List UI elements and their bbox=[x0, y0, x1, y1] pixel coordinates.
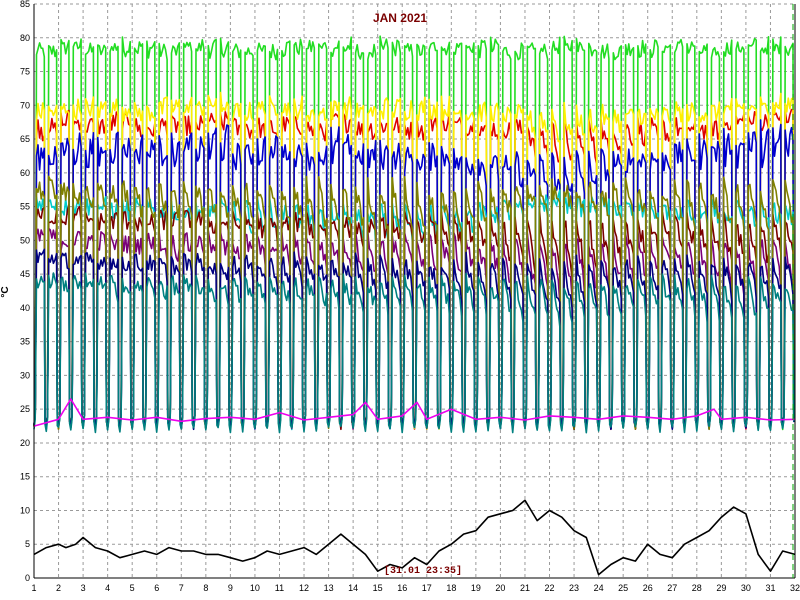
x-tick-label: 26 bbox=[643, 583, 653, 593]
y-tick-label: 5 bbox=[25, 539, 30, 549]
series-line-9 bbox=[33, 272, 795, 434]
y-axis-unit: °C bbox=[0, 286, 11, 297]
y-tick-label: 20 bbox=[20, 438, 30, 448]
x-tick-label: 3 bbox=[81, 583, 86, 593]
x-tick-label: 31 bbox=[765, 583, 775, 593]
y-tick-label: 85 bbox=[20, 0, 30, 9]
x-tick-label: 27 bbox=[667, 583, 677, 593]
y-tick-label: 35 bbox=[20, 337, 30, 347]
x-tick-label: 13 bbox=[324, 583, 334, 593]
x-tick-label: 12 bbox=[299, 583, 309, 593]
y-tick-label: 75 bbox=[20, 67, 30, 77]
x-tick-label: 24 bbox=[594, 583, 604, 593]
cursor-readout: [31.01 23:35] bbox=[384, 565, 462, 577]
x-tick-label: 8 bbox=[203, 583, 208, 593]
x-tick-label: 2 bbox=[56, 583, 61, 593]
x-tick-label: 6 bbox=[154, 583, 159, 593]
x-tick-label: 14 bbox=[348, 583, 358, 593]
x-tick-label: 4 bbox=[105, 583, 110, 593]
chart-series bbox=[33, 35, 796, 576]
x-tick-label: 32 bbox=[790, 583, 800, 593]
y-tick-label: 0 bbox=[25, 573, 30, 583]
x-tick-label: 10 bbox=[250, 583, 260, 593]
y-tick-label: 70 bbox=[20, 100, 30, 110]
y-tick-label: 25 bbox=[20, 404, 30, 414]
y-tick-label: 30 bbox=[20, 370, 30, 380]
y-tick-label: 10 bbox=[20, 505, 30, 515]
y-tick-label: 65 bbox=[20, 134, 30, 144]
x-tick-label: 18 bbox=[446, 583, 456, 593]
chart-title: JAN 2021 bbox=[373, 11, 427, 25]
x-tick-label: 29 bbox=[716, 583, 726, 593]
x-tick-label: 25 bbox=[618, 583, 628, 593]
x-tick-label: 5 bbox=[130, 583, 135, 593]
x-tick-label: 17 bbox=[422, 583, 432, 593]
series-line-11 bbox=[33, 499, 796, 576]
x-tick-label: 11 bbox=[275, 583, 284, 593]
y-tick-label: 40 bbox=[20, 303, 30, 313]
x-tick-label: 19 bbox=[471, 583, 481, 593]
x-tick-label: 7 bbox=[179, 583, 184, 593]
x-tick-label: 9 bbox=[228, 583, 233, 593]
series-line-10 bbox=[33, 398, 796, 427]
x-tick-label: 30 bbox=[741, 583, 751, 593]
x-tick-label: 15 bbox=[373, 583, 383, 593]
x-tick-label: 21 bbox=[520, 583, 530, 593]
y-tick-label: 15 bbox=[20, 472, 30, 482]
x-tick-label: 22 bbox=[545, 583, 555, 593]
x-tick-label: 20 bbox=[495, 583, 505, 593]
x-tick-label: 28 bbox=[692, 583, 702, 593]
y-tick-label: 55 bbox=[20, 202, 30, 212]
x-tick-label: 16 bbox=[397, 583, 407, 593]
y-tick-label: 50 bbox=[20, 235, 30, 245]
y-tick-label: 60 bbox=[20, 168, 30, 178]
x-tick-label: 1 bbox=[31, 583, 36, 593]
x-tick-label: 23 bbox=[569, 583, 579, 593]
y-tick-label: 80 bbox=[20, 33, 30, 43]
y-tick-label: 45 bbox=[20, 269, 30, 279]
